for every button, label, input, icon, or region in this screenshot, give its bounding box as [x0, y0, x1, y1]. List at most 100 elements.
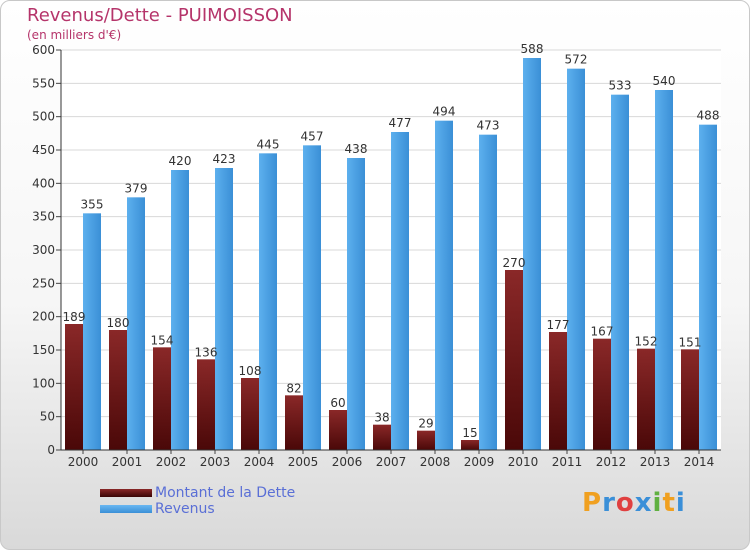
bar-revenus	[83, 213, 101, 450]
data-label-dette: 29	[418, 417, 433, 431]
bar-dette	[461, 440, 479, 450]
data-label-dette: 108	[239, 364, 262, 378]
x-tick-label: 2004	[244, 455, 275, 469]
bar-dette	[637, 348, 655, 450]
data-label-dette: 60	[330, 396, 345, 410]
bar-dette	[65, 324, 83, 450]
bar-revenus	[259, 153, 277, 451]
x-tick-label: 2003	[200, 455, 231, 469]
bar-dette	[593, 338, 611, 450]
y-tick-label: 200	[32, 310, 55, 324]
legend-swatch-revenus	[100, 505, 152, 513]
data-label-revenus: 494	[433, 105, 456, 119]
x-tick-label: 2011	[552, 455, 583, 469]
bar-dette	[153, 347, 171, 450]
bar-dette	[417, 430, 435, 450]
x-tick-label: 2002	[156, 455, 187, 469]
logo-letter: r	[602, 488, 616, 518]
data-label-revenus: 420	[169, 154, 192, 168]
bar-revenus	[391, 132, 409, 450]
legend-label-dette: Montant de la Dette	[155, 485, 296, 501]
data-label-revenus: 533	[609, 79, 632, 93]
bar-revenus	[215, 168, 233, 450]
logo-letter: i	[652, 488, 663, 518]
bar-dette	[285, 395, 303, 450]
bar-revenus	[303, 145, 321, 451]
bar-dette	[197, 359, 215, 450]
data-label-dette: 136	[195, 345, 218, 359]
chart-title: Revenus/Dette - PUIMOISSON	[27, 5, 293, 26]
data-label-dette: 151	[679, 335, 702, 349]
x-tick-label: 2014	[684, 455, 715, 469]
bar-revenus	[611, 94, 629, 451]
data-label-dette: 167	[591, 325, 614, 339]
y-tick-label: 0	[47, 443, 55, 457]
data-label-dette: 180	[107, 316, 130, 330]
data-label-revenus: 445	[257, 137, 280, 151]
bar-revenus	[347, 158, 365, 450]
bar-dette	[241, 378, 259, 450]
data-label-dette: 82	[286, 381, 301, 395]
data-label-revenus: 423	[213, 152, 236, 166]
bar-revenus	[655, 90, 673, 450]
y-tick-label: 250	[32, 276, 55, 290]
data-label-revenus: 438	[345, 142, 368, 156]
logo-letter: i	[675, 488, 686, 518]
bar-dette	[505, 270, 523, 450]
y-tick-label: 100	[32, 376, 55, 390]
x-tick-label: 2006	[332, 455, 363, 469]
data-label-revenus: 488	[697, 109, 720, 123]
x-tick-label: 2008	[420, 455, 451, 469]
bar-revenus	[567, 68, 585, 451]
data-label-revenus: 457	[301, 129, 324, 143]
bar-revenus	[479, 134, 497, 450]
logo-letter: P	[582, 488, 603, 518]
x-tick-label: 2005	[288, 455, 319, 469]
x-tick-label: 2000	[68, 455, 99, 469]
y-tick-label: 300	[32, 243, 55, 257]
data-label-revenus: 540	[653, 74, 676, 88]
bar-dette	[373, 424, 391, 450]
x-tick-label: 2009	[464, 455, 495, 469]
data-label-dette: 154	[151, 333, 174, 347]
legend-label-revenus: Revenus	[155, 501, 215, 517]
bar-revenus	[523, 58, 541, 450]
y-tick-label: 550	[32, 76, 55, 90]
data-label-revenus: 473	[477, 119, 500, 133]
y-tick-label: 150	[32, 343, 55, 357]
legend-swatch-dette	[100, 489, 152, 497]
data-label-revenus: 379	[125, 181, 148, 195]
data-label-revenus: 355	[81, 197, 104, 211]
x-tick-label: 2012	[596, 455, 627, 469]
y-tick-label: 600	[32, 43, 55, 57]
y-tick-label: 50	[40, 410, 55, 424]
y-tick-label: 450	[32, 143, 55, 157]
data-label-revenus: 588	[521, 42, 544, 56]
y-tick-label: 350	[32, 210, 55, 224]
logo-letter: x	[634, 488, 653, 518]
data-label-dette: 152	[635, 335, 658, 349]
data-label-revenus: 572	[565, 53, 588, 67]
data-label-dette: 38	[374, 411, 389, 425]
y-tick-label: 400	[32, 176, 55, 190]
x-tick-label: 2010	[508, 455, 539, 469]
chart-subtitle: (en milliers d'€)	[27, 28, 122, 42]
data-label-dette: 15	[462, 426, 477, 440]
bar-revenus	[699, 124, 717, 451]
logo-letter: t	[662, 488, 676, 518]
data-label-dette: 177	[547, 318, 570, 332]
data-label-dette: 270	[503, 256, 526, 270]
data-label-revenus: 477	[389, 116, 412, 130]
bar-revenus	[171, 170, 189, 450]
bar-revenus	[435, 120, 453, 451]
data-label-dette: 189	[63, 310, 86, 324]
bar-dette	[681, 349, 699, 450]
x-tick-label: 2007	[376, 455, 407, 469]
bar-revenus	[127, 197, 145, 450]
logo-letter: o	[615, 488, 635, 518]
bar-dette	[109, 330, 127, 450]
bar-dette	[549, 332, 567, 450]
y-tick-label: 500	[32, 110, 55, 124]
proxiti-logo: Proxiti	[582, 488, 686, 518]
